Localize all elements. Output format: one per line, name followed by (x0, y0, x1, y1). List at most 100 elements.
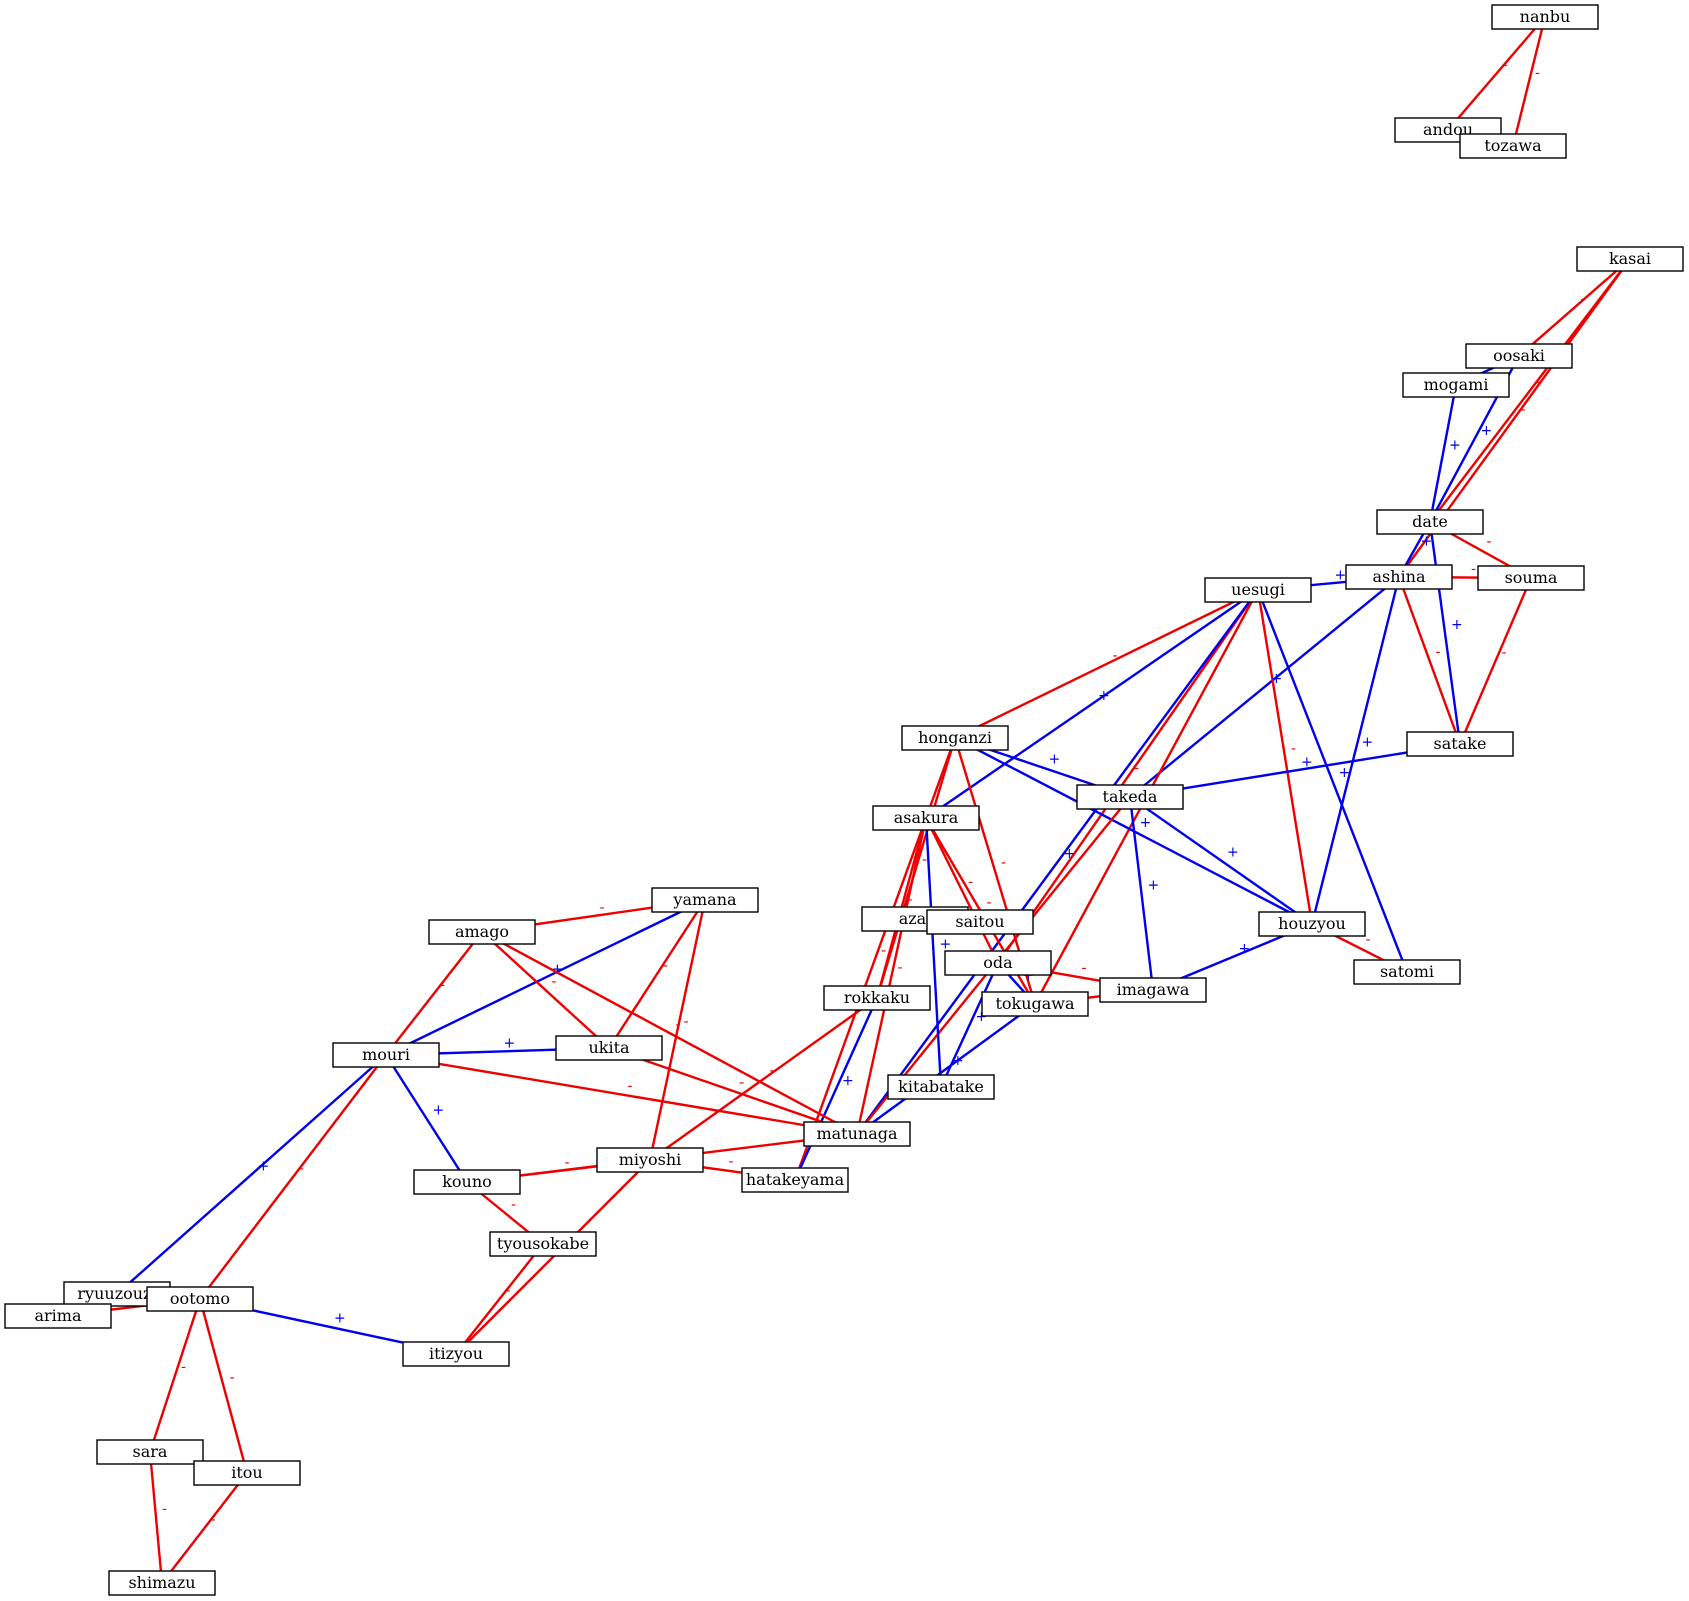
edge-takeda-imagawa (1128, 796, 1155, 991)
edge-sign-satake-takeda: + (1301, 755, 1313, 771)
edge-date-satake (1428, 521, 1462, 745)
edge-sign-rokkaku-miyoshi: - (770, 1063, 775, 1079)
edge-sign-uesugi-oda: - (1134, 761, 1139, 777)
node-souma: souma (1477, 565, 1585, 591)
node-label: ootomo (170, 1289, 230, 1308)
edge-ukita-matunaga (608, 1046, 858, 1136)
edge-sign-yamana-amago: - (600, 900, 605, 916)
node-hatakeyama: hatakeyama (741, 1167, 849, 1193)
node-label: oosaki (1493, 346, 1545, 365)
node-label: ukita (588, 1038, 630, 1057)
edge-takeda-houzyou (1129, 796, 1313, 925)
node-box (1406, 731, 1514, 757)
node-box (741, 1167, 849, 1193)
edge-rokkaku-miyoshi (649, 997, 878, 1161)
node-box (1465, 343, 1573, 369)
edge-labels-layer: -----++++-+-+-++--+-+-+-+++---++-----++-… (135, 58, 1586, 1529)
node-label: ashina (1372, 567, 1425, 586)
node-label: takeda (1103, 787, 1158, 806)
node-box (1402, 372, 1510, 398)
node-box (596, 1147, 704, 1173)
edge-sign-souma-satake: - (1502, 645, 1507, 661)
edge-sign-date-ashina: + (1421, 534, 1433, 550)
node-label: ryuuzouzi (77, 1284, 156, 1303)
edge-sign-asakura-kitabatake: + (940, 937, 952, 953)
edge-sign-yamana-mouri: + (552, 962, 564, 978)
edge-sign-miyoshi-hatakeyama: - (729, 1154, 734, 1170)
edge-sign-mouri-ryuuzouzi: + (258, 1159, 270, 1175)
node-label: honganzi (918, 728, 992, 747)
node-label: yamana (672, 890, 737, 909)
edge-uesugi-matunaga (856, 589, 1259, 1135)
node-box (428, 919, 536, 945)
node-label: saitou (955, 912, 1004, 931)
node-box (4, 1303, 112, 1329)
node-kouno: kouno (413, 1169, 521, 1195)
edge-ashina-takeda (1129, 576, 1400, 798)
node-itou: itou (193, 1460, 301, 1486)
node-label: itou (231, 1463, 262, 1482)
node-mouri: mouri (332, 1042, 440, 1068)
edge-uesugi-asakura (925, 589, 1259, 819)
node-box (332, 1042, 440, 1068)
edges-layer (57, 16, 1631, 1584)
edge-amago-matunaga (481, 930, 858, 1136)
node-label: uesugi (1231, 580, 1285, 599)
edge-ashina-houzyou (1310, 576, 1401, 925)
edge-miyoshi-itizyou (455, 1159, 651, 1355)
edge-sign-mouri-matunaga: - (628, 1079, 633, 1095)
edge-sign-ukita-matunaga: - (739, 1075, 744, 1091)
node-label: souma (1505, 568, 1558, 587)
node-oda: oda (944, 950, 1052, 976)
node-takeda: takeda (1076, 784, 1184, 810)
edge-yamana-mouri (385, 898, 706, 1057)
edge-sign-ashina-uesugi: + (1335, 568, 1347, 584)
node-label: houzyou (1278, 914, 1346, 933)
node-saitou: saitou (926, 909, 1034, 935)
edge-sign-kasai-ashina: - (1521, 402, 1526, 418)
node-yamana: yamana (651, 887, 759, 913)
node-nanbu: nanbu (1491, 4, 1599, 30)
edge-sign-mouri-kouno: + (433, 1103, 445, 1119)
node-box (872, 805, 980, 831)
node-label: shimazu (128, 1573, 195, 1592)
edge-sign-honganzi-houzyou: + (1140, 815, 1152, 831)
node-matunaga: matunaga (803, 1121, 911, 1147)
node-tokugawa: tokugawa (981, 991, 1089, 1017)
node-satake: satake (1406, 731, 1514, 757)
edge-sign-takeda-houzyou: + (1227, 845, 1239, 861)
node-label: asakura (894, 808, 959, 827)
edge-sign-date-satake: + (1451, 617, 1463, 633)
edge-sign-mogami-date: + (1449, 438, 1461, 454)
node-arima: arima (4, 1303, 112, 1329)
edge-itou-shimazu (161, 1472, 248, 1584)
node-label: miyoshi (619, 1150, 682, 1169)
edge-sign-oda-imagawa: - (1082, 961, 1087, 977)
node-shimazu: shimazu (108, 1570, 216, 1596)
node-tyousokabe: tyousokabe (489, 1231, 597, 1257)
edge-kasai-date (1429, 258, 1631, 523)
edge-mouri-matunaga (385, 1053, 858, 1136)
node-label: itizyou (429, 1344, 483, 1363)
node-box (901, 725, 1009, 751)
node-box (489, 1231, 597, 1257)
edge-amago-ukita (481, 931, 610, 1049)
edge-sign-ashina-souma: - (1471, 562, 1476, 578)
node-oosaki: oosaki (1465, 343, 1573, 369)
node-rokkaku: rokkaku (823, 985, 931, 1011)
node-label: tyousokabe (497, 1234, 589, 1253)
edge-sign-nanbu-tozawa: - (1535, 66, 1540, 82)
node-label: nanbu (1520, 7, 1571, 26)
node-ootomo: ootomo (146, 1286, 254, 1312)
edge-sign-amago-ukita: - (552, 974, 557, 990)
edge-sign-honganzi-takeda: + (1049, 752, 1061, 768)
node-label: tokugawa (995, 994, 1075, 1013)
node-label: arima (34, 1306, 81, 1325)
edge-sign-kasai-oosaki: - (1581, 292, 1586, 308)
nodes-layer: nanbuandoutozawakasaioosakimogamidateash… (4, 4, 1684, 1596)
edge-sign-amago-mouri: - (440, 978, 445, 994)
node-label: mogami (1424, 375, 1489, 394)
node-box (926, 909, 1034, 935)
node-box (944, 950, 1052, 976)
edge-uesugi-satomi (1256, 589, 1409, 973)
